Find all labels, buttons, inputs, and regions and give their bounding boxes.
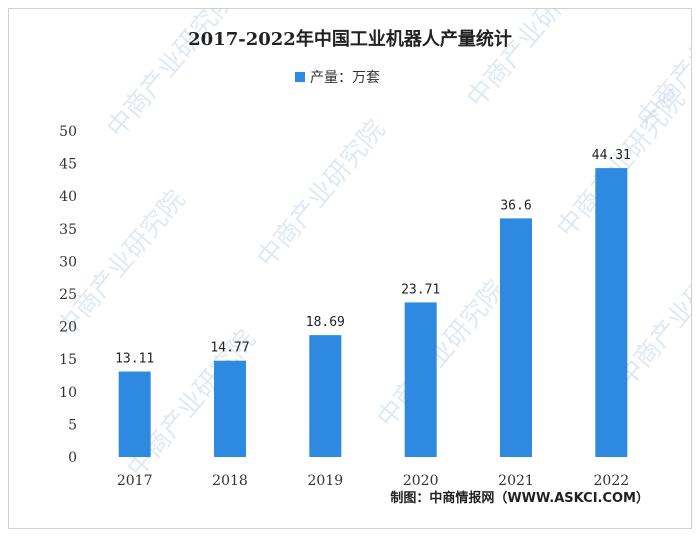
y-tick-label: 5 (68, 417, 77, 433)
y-tick-label: 45 (59, 157, 77, 173)
bar-2019 (309, 335, 342, 457)
y-tick-label: 40 (59, 189, 77, 205)
chart-frame: 中商产业研究院 中商产业研究院 中商产业研究院 中商产业研究院 中商产业研究院 中商产业研… (8, 8, 692, 529)
bars: 13.11 14.77 18.69 23.71 36.6 44.31 (115, 148, 631, 457)
data-label-2022: 44.31 (592, 148, 631, 163)
y-tick-label: 35 (59, 222, 77, 238)
x-tick-label: 2020 (403, 473, 439, 489)
data-label-2019: 18.69 (306, 315, 345, 330)
bar-2022 (595, 168, 628, 457)
y-tick-label: 30 (59, 254, 77, 270)
chart-title: 2017-2022年中国工业机器人产量统计 (188, 28, 512, 50)
data-label-2018: 14.77 (210, 341, 249, 356)
legend-swatch (295, 72, 305, 82)
y-tick-label: 50 (59, 124, 77, 140)
y-tick-label: 25 (59, 287, 77, 303)
source-note: 制图：中商情报网（WWW.ASKCI.COM） (390, 490, 649, 506)
bar-2018 (214, 360, 246, 457)
data-label-2017: 13.11 (115, 352, 154, 367)
y-tick-label: 10 (59, 385, 77, 401)
x-axis: 2017 2018 2019 2020 2021 2022 (117, 473, 629, 489)
y-axis: 0 5 10 15 20 25 30 35 40 45 50 (59, 124, 77, 466)
x-tick-label: 2021 (498, 473, 534, 489)
x-tick-label: 2017 (117, 473, 153, 489)
watermark-text: 中商产业研究院 (461, 9, 601, 113)
legend-label: 产量：万套 (310, 70, 380, 86)
y-tick-label: 15 (59, 352, 77, 368)
data-label-2020: 23.71 (401, 282, 440, 297)
y-tick-label: 0 (68, 450, 77, 466)
bar-2020 (404, 302, 437, 457)
bar-2021 (500, 218, 532, 457)
bar-2017 (118, 371, 151, 457)
x-tick-label: 2018 (212, 473, 248, 489)
watermark-text: 中商产业研究院 (251, 115, 391, 274)
watermark-text: 中商产业研究院 (371, 275, 511, 434)
data-label-2021: 36.6 (500, 198, 531, 213)
legend: 产量：万套 (295, 70, 380, 86)
x-tick-label: 2022 (594, 473, 630, 489)
x-tick-label: 2019 (308, 473, 344, 489)
y-tick-label: 20 (59, 320, 77, 336)
